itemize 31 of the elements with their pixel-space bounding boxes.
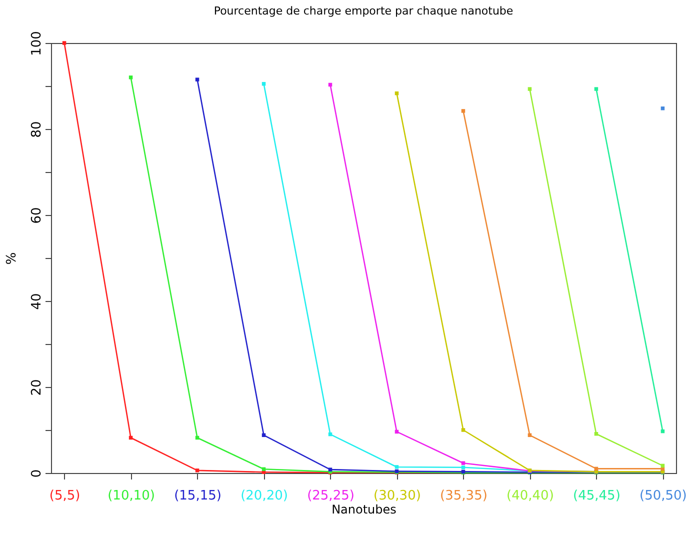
- point: [394, 465, 399, 469]
- point: [461, 466, 466, 470]
- point: [328, 468, 332, 472]
- x-tick-label: (50,50): [640, 488, 687, 504]
- chart-title: Pourcentage de charge emporte par chaque nanotube: [214, 4, 514, 18]
- point: [128, 76, 133, 80]
- x-tick-label: (10,10): [108, 488, 155, 504]
- x-axis-title: Nanotubes: [332, 502, 396, 516]
- point: [195, 468, 200, 472]
- y-tick-label: 60: [30, 207, 44, 224]
- x-tick-label: (20,20): [240, 488, 288, 504]
- x-tick-label: (25,25): [307, 488, 354, 504]
- y-tick-label: 100: [30, 31, 44, 56]
- x-tick-label: (5,5): [49, 488, 80, 504]
- point: [62, 41, 66, 45]
- y-tick-label: 40: [30, 293, 44, 310]
- y-tick-label: 0: [30, 469, 44, 478]
- x-tick-label: (45,45): [573, 488, 620, 504]
- y-tick-label: 80: [30, 121, 44, 138]
- point: [461, 428, 466, 432]
- y-axis-title: %: [4, 252, 20, 265]
- point: [461, 109, 466, 113]
- point: [528, 87, 532, 91]
- x-tick-label: (15,15): [174, 488, 222, 504]
- x-tick-label: (40,40): [506, 488, 554, 504]
- point: [594, 87, 598, 91]
- x-tick-label: (35,35): [440, 488, 488, 504]
- point: [195, 78, 200, 82]
- x-tick-label: (30,30): [374, 488, 421, 504]
- y-tick-label: 20: [30, 379, 44, 396]
- point: [461, 461, 466, 465]
